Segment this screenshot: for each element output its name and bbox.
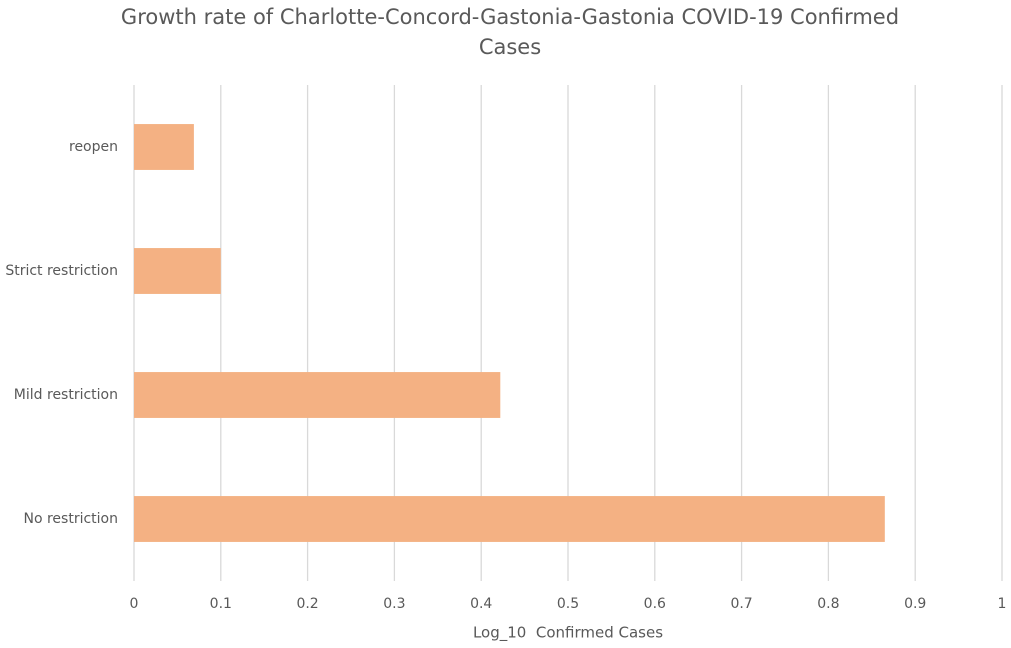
y-tick-label: Strict restriction bbox=[5, 263, 118, 279]
x-tick-label: 0.2 bbox=[296, 596, 318, 612]
x-tick-label: 0.8 bbox=[817, 596, 839, 612]
x-tick-label: 0.3 bbox=[383, 596, 405, 612]
chart-title: Growth rate of Charlotte-Concord-Gastoni… bbox=[120, 5, 900, 59]
x-tick-label: 0.4 bbox=[470, 596, 492, 612]
x-tick-label: 0.7 bbox=[730, 596, 752, 612]
x-axis-label: Log_10 Confirmed Cases bbox=[473, 624, 663, 643]
bar bbox=[134, 248, 221, 294]
x-tick-label: 1 bbox=[998, 596, 1007, 612]
bar bbox=[134, 496, 885, 542]
x-tick-label: 0.1 bbox=[210, 596, 232, 612]
y-tick-label: Mild restriction bbox=[14, 387, 118, 403]
bar bbox=[134, 124, 194, 170]
x-tick-label: 0.9 bbox=[904, 596, 926, 612]
y-tick-label: No restriction bbox=[24, 511, 119, 527]
y-tick-label: reopen bbox=[69, 139, 118, 155]
bar bbox=[134, 372, 501, 418]
x-tick-label: 0 bbox=[130, 596, 139, 612]
x-tick-label: 0.6 bbox=[644, 596, 666, 612]
x-tick-label: 0.5 bbox=[557, 596, 579, 612]
